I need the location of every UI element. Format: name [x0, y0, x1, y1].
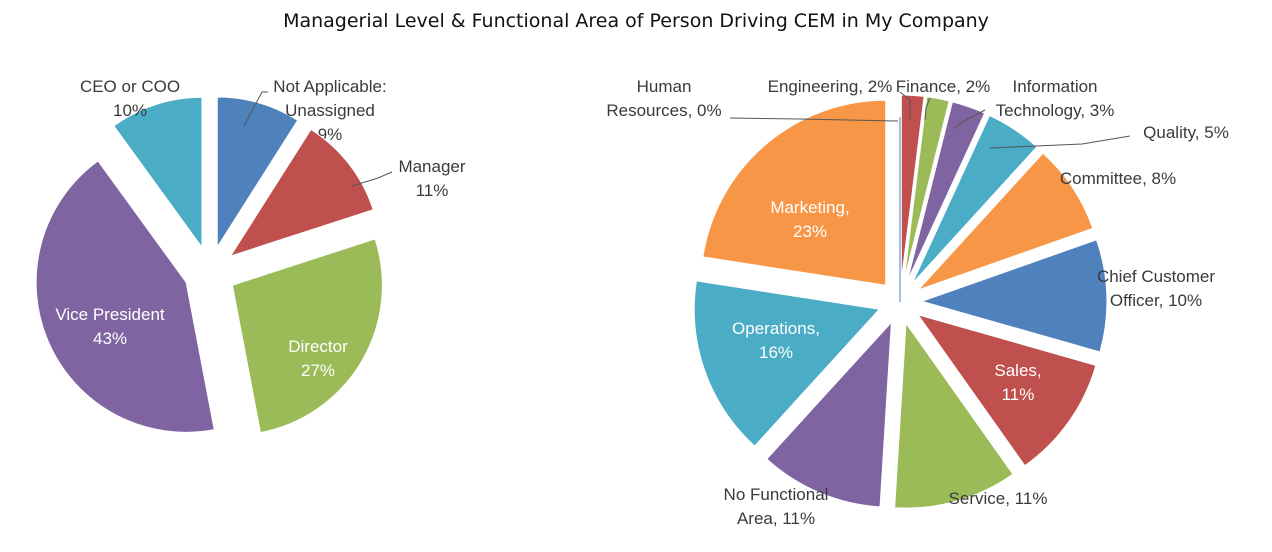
- leader-line-engineering: [899, 91, 911, 120]
- slice-label-marketing: Marketing, 23%: [770, 198, 849, 241]
- pie-chart-2: Engineering, 2% Finance, 2% Information Tec…: [606, 77, 1228, 528]
- pie-slice-committee: [917, 152, 1094, 291]
- slice-label-committee: Committee, 8%: [1060, 169, 1176, 188]
- slice-label-manager: Manager 11%: [398, 157, 465, 200]
- leader-line-human-resources: [729, 117, 899, 122]
- slice-label-service: Service, 11%: [949, 489, 1048, 508]
- slice-label-ceo-or-coo: CEO or COO 10%: [80, 77, 180, 120]
- slice-label-vice-president: Vice President 43%: [55, 305, 165, 348]
- slice-label-no-functional-area: No Functional Area, 11%: [724, 485, 829, 528]
- pie-slice-no-functional-area: [766, 320, 893, 508]
- pie-slice-director: [231, 238, 383, 434]
- pie-slice-service: [894, 321, 1014, 509]
- slice-label-chief-customer-officer: Chief Customer Officer, 10%: [1097, 267, 1215, 310]
- pie-slice-finance: [903, 96, 950, 281]
- pie-slice-manager: [229, 128, 374, 257]
- pie-slice-sales: [916, 313, 1097, 467]
- pie-chart-1: Not Applicable: Unassigned 9% Manager 11% Dir…: [35, 77, 466, 434]
- pie-slice-vice-president: [35, 160, 215, 433]
- slice-label-not-applicable-unassigned: Not Applicable: Unassigned 9%: [273, 77, 386, 144]
- leader-line-information-technology: [954, 109, 986, 129]
- pie-slice-information-technology: [906, 101, 986, 282]
- pie-slice-operations: [693, 280, 881, 447]
- slice-label-information-technology: Information Technology, 3%: [996, 77, 1115, 120]
- pie-slice-marketing: [702, 99, 887, 286]
- pie-slice-ceo-or-coo: [113, 96, 203, 249]
- pie-slice-engineering: [900, 94, 925, 281]
- leader-line-not-applicable-unassigned: [243, 91, 268, 127]
- pie-slice-quality: [911, 114, 1038, 284]
- pie-slice-not-applicable-unassigned: [216, 96, 299, 249]
- leader-line-manager: [351, 171, 393, 187]
- leader-line-quality: [989, 135, 1131, 149]
- leader-line-finance: [924, 97, 931, 121]
- slice-label-sales: Sales, 11%: [994, 361, 1041, 404]
- slice-label-operations: Operations, 16%: [732, 319, 820, 362]
- chart-title: Managerial Level & Functional Area of Pe…: [283, 10, 989, 32]
- slice-label-director: Director 27%: [288, 337, 348, 380]
- slice-label-finance: Finance, 2%: [896, 77, 991, 96]
- pie-slice-chief-customer-officer: [920, 239, 1108, 353]
- slice-label-engineering: Engineering, 2%: [768, 77, 893, 96]
- slice-label-human-resources: Human Resources, 0%: [606, 77, 721, 120]
- slice-label-quality: Quality, 5%: [1143, 123, 1229, 142]
